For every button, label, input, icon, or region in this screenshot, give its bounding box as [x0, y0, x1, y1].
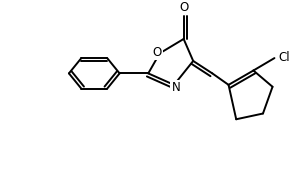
Text: N: N: [172, 81, 180, 94]
Text: O: O: [152, 46, 161, 59]
Text: Cl: Cl: [278, 51, 290, 64]
Text: O: O: [179, 1, 188, 14]
